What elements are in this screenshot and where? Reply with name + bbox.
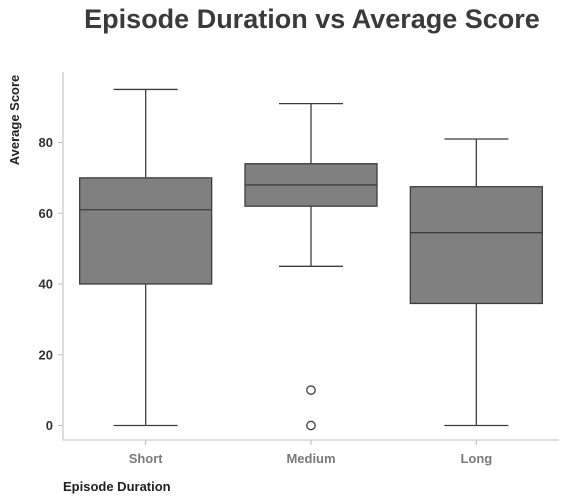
y-tick-label: 80 <box>39 135 53 150</box>
x-axis-label: Episode Duration <box>63 479 171 494</box>
outlier-point <box>306 385 316 395</box>
x-ticks: Short Medium Long <box>129 440 492 466</box>
y-tick-label: 0 <box>46 418 53 433</box>
chart-title: Episode Duration vs Average Score <box>84 4 540 34</box>
x-tick-label: Medium <box>286 451 335 466</box>
x-tick-label: Short <box>129 451 164 466</box>
y-tick-label: 60 <box>39 206 53 221</box>
box-iqr <box>79 177 213 285</box>
outlier-point <box>306 420 316 431</box>
y-tick-label: 20 <box>39 347 53 362</box>
box-short <box>79 88 213 427</box>
box-medium <box>244 102 378 431</box>
y-tick-label: 40 <box>39 277 53 292</box>
y-axis-label: Average Score <box>7 75 22 166</box>
box-long <box>409 138 543 427</box>
boxes <box>79 88 543 431</box>
y-ticks: 0 20 40 60 80 <box>39 135 63 433</box>
box-iqr <box>409 186 543 305</box>
x-tick-label: Long <box>460 451 492 466</box>
